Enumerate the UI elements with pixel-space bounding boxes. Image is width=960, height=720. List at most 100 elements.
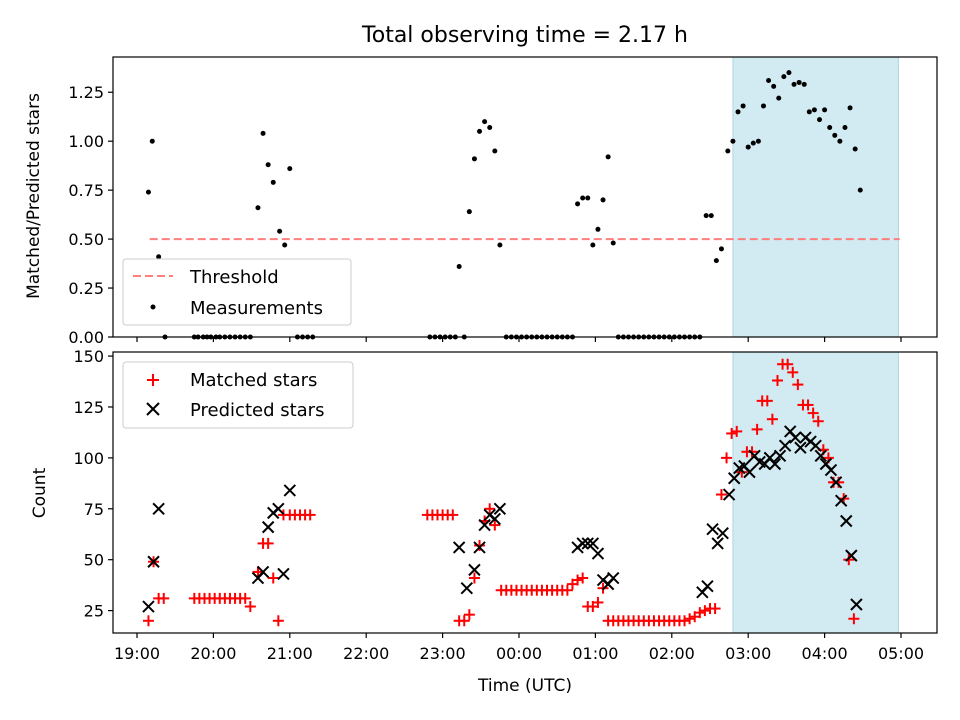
matched-star-point — [489, 519, 501, 531]
measurement-point — [725, 148, 731, 154]
measurement-point — [766, 77, 772, 83]
measurement-point — [745, 144, 751, 150]
predicted-star-point — [147, 555, 160, 568]
measurement-point — [847, 105, 853, 111]
measurement-point — [482, 119, 488, 125]
matched-star-point — [142, 615, 154, 627]
matched-star-point — [726, 427, 738, 439]
count-y-tick-label: 50 — [84, 551, 104, 570]
matched-star-point — [304, 509, 316, 521]
ratio-panel: 0.00 0.25 0.50 0.75 1.00 1.25 Matched/Predict… — [24, 56, 938, 347]
matched-star-point — [572, 574, 584, 586]
predicted-star-point — [607, 571, 620, 585]
measurement-point — [282, 242, 288, 248]
time-x-tick-label: 03:00 — [725, 644, 771, 663]
matched-star-point — [782, 358, 794, 370]
matched-star-point — [761, 395, 773, 407]
measurement-point — [708, 213, 714, 219]
ratio-legend-box — [122, 258, 352, 326]
measurement-point — [487, 124, 493, 130]
matched-star-point — [262, 537, 274, 549]
matched-star-point — [679, 615, 691, 627]
measurement-point — [842, 124, 848, 130]
predicted-star-point — [283, 484, 297, 497]
legend-predicted-label: Predicted stars — [190, 400, 324, 421]
matched-star-point — [771, 375, 783, 387]
measurement-point — [610, 240, 616, 246]
predicted-star-point — [706, 522, 719, 536]
predicted-star-point — [834, 494, 848, 507]
count-y-axis-label: Count — [30, 467, 50, 518]
predicted-star-point — [142, 600, 155, 613]
legend-measurements-swatch — [150, 304, 156, 310]
matched-star-point — [802, 399, 814, 411]
predicted-star-point — [488, 512, 502, 526]
measurement-point — [287, 166, 293, 172]
measurement-point — [255, 205, 261, 211]
matched-star-point — [272, 615, 284, 627]
measurement-point — [832, 132, 838, 138]
measurement-point — [260, 130, 266, 136]
predicted-star-point — [743, 465, 756, 479]
time-x-tick-label: 19:00 — [114, 644, 160, 663]
measurement-point — [791, 81, 797, 87]
matched-star-point — [244, 601, 256, 613]
matched-star-point — [684, 613, 696, 625]
observing-window-top — [732, 56, 899, 338]
predicted-star-point — [478, 518, 491, 532]
matched-star-point — [484, 503, 496, 515]
ratio-y-axis-label: Matched/Predicted stars — [24, 93, 44, 299]
time-x-tick-label: 05:00 — [878, 644, 924, 663]
matched-star-point — [766, 413, 778, 425]
matched-star-point — [792, 379, 804, 391]
measurement-point — [750, 140, 756, 146]
ratio-y-tick-label: 0.75 — [68, 181, 104, 200]
predicted-star-point — [493, 502, 507, 515]
matched-star-point — [812, 415, 824, 427]
matched-star-point — [158, 592, 170, 604]
measurement-points — [145, 70, 863, 340]
count-panel: 25 50 75 100 125 150 19:00 20:00 21:00 22:00 23:0… — [30, 347, 938, 696]
measurement-point — [771, 83, 777, 89]
predicted-star-point — [814, 449, 827, 463]
predicted-star-point — [468, 563, 481, 577]
matched-star-point — [715, 489, 727, 501]
ratio-y-tick-label: 0.25 — [68, 279, 104, 298]
count-legend: Matched stars Predicted stars — [122, 361, 354, 429]
time-x-tick-label: 20:00 — [190, 644, 236, 663]
matched-star-point — [468, 572, 480, 584]
ratio-y-tick-label: 1.25 — [68, 83, 104, 102]
predicted-star-point — [809, 439, 822, 452]
predicted-star-point — [586, 537, 600, 550]
matched-star-point — [447, 509, 459, 521]
time-x-tick-label: 21:00 — [267, 644, 313, 663]
matched-stars-points — [142, 358, 860, 627]
matched-star-point — [252, 566, 264, 578]
measurement-point — [801, 81, 807, 87]
predicted-star-point — [789, 431, 802, 444]
predicted-star-point — [778, 439, 792, 452]
count-y-tick-label: 75 — [84, 500, 104, 519]
observing-window-bottom — [732, 351, 899, 634]
time-x-tick-label: 01:00 — [572, 644, 618, 663]
predicted-star-point — [824, 463, 838, 477]
predicted-star-point — [794, 441, 807, 454]
measurement-point — [595, 226, 601, 232]
measurement-point — [776, 95, 782, 101]
measurement-point — [718, 246, 724, 252]
ratio-y-tick-label: 0.00 — [68, 328, 104, 347]
measurement-point — [827, 124, 833, 130]
matched-star-point — [239, 592, 251, 604]
count-y-axis: 25 50 75 100 125 150 — [73, 347, 113, 621]
measurement-point — [837, 138, 843, 144]
matched-star-point — [751, 423, 763, 435]
ratio-plot-frame — [112, 56, 938, 338]
predicted-star-point — [256, 565, 270, 579]
measurement-point — [492, 148, 498, 154]
measurement-point — [145, 189, 151, 195]
measurement-point — [605, 154, 611, 160]
measurement-point — [575, 201, 581, 207]
measurement-point — [755, 138, 761, 144]
matched-star-point — [458, 615, 470, 627]
measurement-point — [730, 138, 736, 144]
